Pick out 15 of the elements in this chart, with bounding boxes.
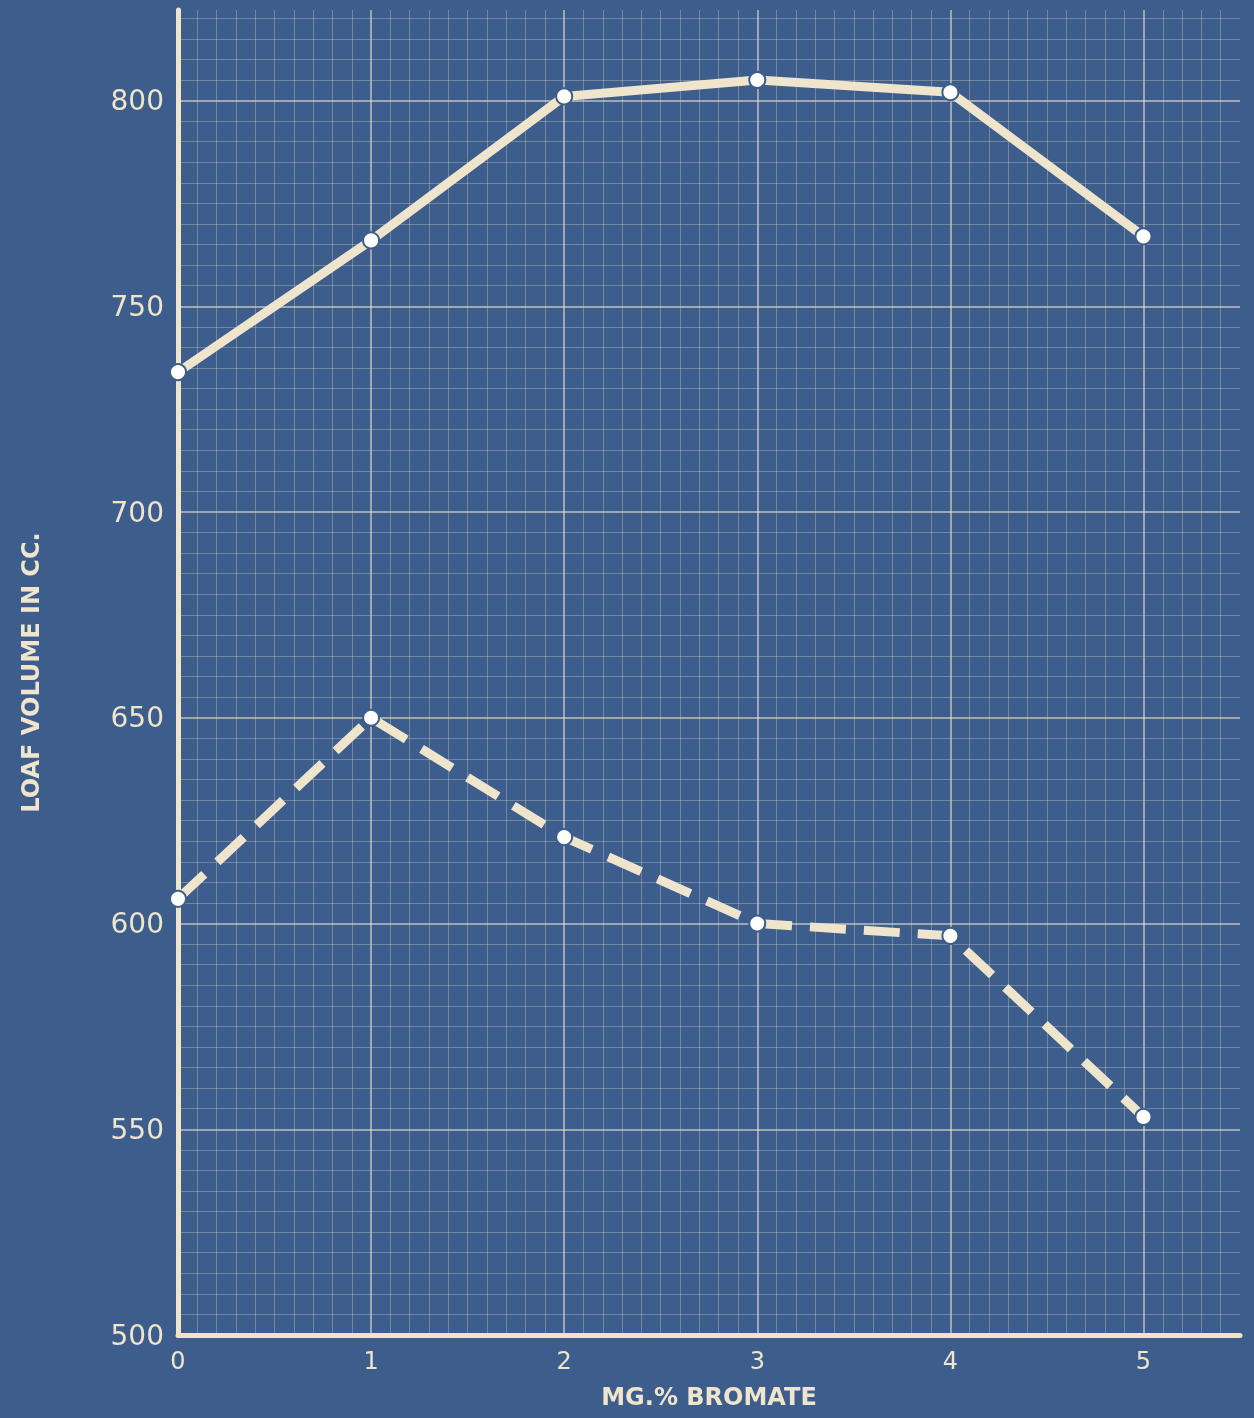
x-tick-label: 3: [749, 1347, 765, 1375]
y-tick-label: 800: [110, 84, 164, 118]
x-axis-title: MG.% BROMATE: [601, 1383, 817, 1411]
x-tick-label: 1: [363, 1347, 379, 1375]
y-tick-label: 600: [110, 907, 164, 941]
y-tick-label: 500: [110, 1318, 164, 1352]
y-tick-label: 700: [110, 495, 164, 529]
x-tick-label: 2: [556, 1347, 572, 1375]
y-tick-label: 650: [110, 701, 164, 735]
x-tick-label: 0: [170, 1347, 186, 1375]
x-tick-label: 5: [1135, 1347, 1152, 1375]
x-tick-label: 4: [942, 1347, 958, 1375]
y-tick-label: 550: [110, 1112, 164, 1146]
y-tick-label: 750: [110, 289, 164, 323]
y-axis-title: LOAF VOLUME IN CC.: [17, 532, 45, 813]
